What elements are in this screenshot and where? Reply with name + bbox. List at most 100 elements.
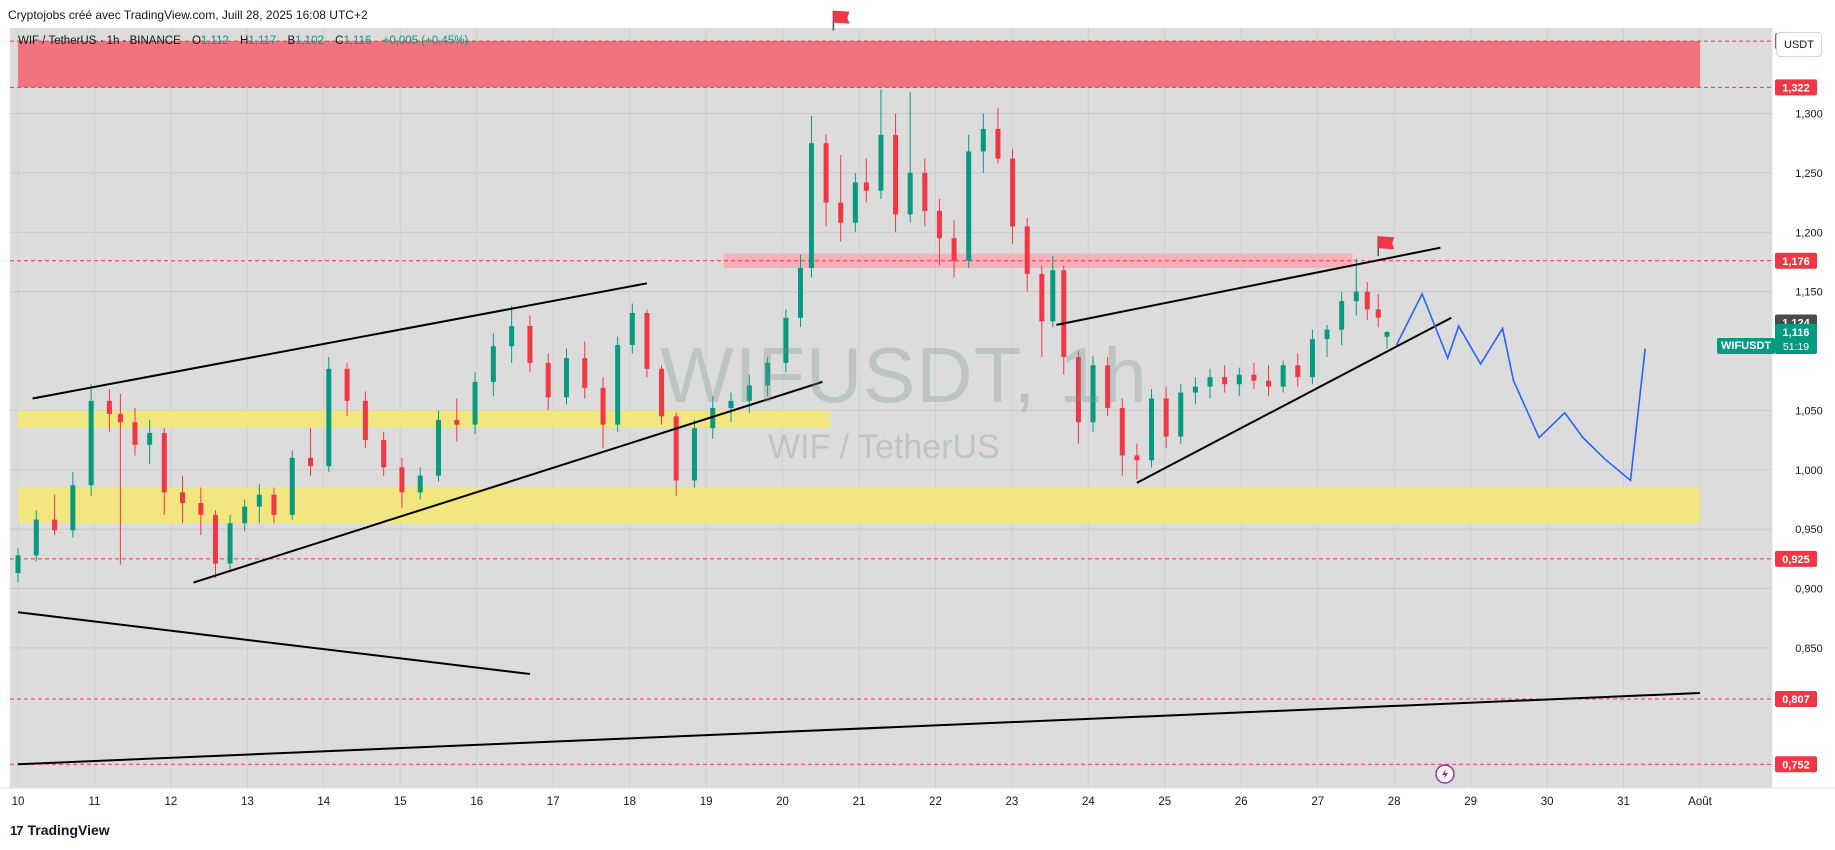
x-tick-label: 10 — [12, 796, 25, 808]
x-tick-label: 14 — [317, 796, 330, 808]
candle-body — [227, 523, 233, 564]
candle-body — [1134, 455, 1140, 461]
candle-body — [381, 440, 387, 468]
ohlc-low: B1,102 — [288, 35, 324, 47]
low-value: 1,102 — [295, 35, 324, 47]
candle-body — [644, 313, 650, 369]
candle-body — [256, 494, 262, 507]
candle-body — [852, 182, 858, 223]
support-zone-lower — [18, 487, 1700, 524]
candle-body — [600, 387, 606, 425]
currency-button[interactable]: USDT — [1776, 32, 1822, 57]
trendline — [1136, 316, 1452, 484]
candle-body — [629, 313, 635, 346]
x-tick-label: 31 — [1617, 796, 1630, 808]
candle-body — [326, 368, 332, 467]
high-value: 1,117 — [248, 35, 277, 47]
candle-body — [242, 506, 248, 524]
watermark-ticker: WIFUSDT, 1h — [660, 331, 1148, 419]
price-level-badge-text: 0,752 — [1782, 759, 1810, 771]
current-price-badge — [1775, 324, 1817, 354]
ohlc-high: H1,117 — [240, 35, 276, 47]
plot-background — [10, 28, 1772, 788]
price-level-badge — [1775, 690, 1817, 707]
candle-body — [878, 134, 884, 191]
candle-body — [808, 143, 814, 268]
attribution-text: Cryptojobs créé avec TradingView.com, Ju… — [8, 8, 368, 22]
y-tick-label: 0,850 — [1795, 643, 1823, 655]
x-tick-label: 17 — [547, 796, 560, 808]
y-tick-label: 1,050 — [1795, 405, 1823, 417]
candle-body — [472, 381, 478, 425]
trendline — [1056, 246, 1441, 326]
price-level-badge-text: 0,925 — [1782, 554, 1810, 566]
x-tick-label: 23 — [1006, 796, 1019, 808]
symbol-name[interactable]: WIF / TetherUS · 1h · BINANCE — [18, 35, 181, 47]
candle-body — [308, 457, 314, 467]
candle-body — [1384, 332, 1390, 337]
candle-body — [691, 428, 697, 481]
price-level-badge-text: 1,176 — [1782, 256, 1810, 268]
x-tick-label: Août — [1688, 796, 1712, 808]
x-tick-label: 22 — [929, 796, 942, 808]
y-tick-label: 0,950 — [1795, 524, 1823, 536]
resistance-zone-top — [18, 41, 1700, 88]
candle-body — [838, 202, 844, 223]
candle-body — [673, 416, 679, 481]
candle-body — [1039, 273, 1045, 322]
candle-body — [936, 210, 942, 239]
candle-body — [615, 345, 621, 425]
candle-body — [1251, 374, 1257, 381]
candle-body — [180, 492, 186, 503]
projection-path — [1395, 292, 1646, 483]
candle-body — [582, 358, 588, 388]
x-tick-label: 26 — [1235, 796, 1248, 808]
candle-body — [132, 422, 138, 445]
candle-body — [1105, 365, 1111, 408]
candle-body — [70, 485, 76, 531]
candle-body — [797, 267, 803, 318]
candle-body — [490, 346, 496, 382]
candle-body — [289, 457, 295, 515]
y-tick-label: 1,000 — [1795, 465, 1823, 477]
candle-body — [1192, 386, 1198, 393]
candle-body — [1178, 392, 1184, 437]
price-change: +0,005 (+0,45%) — [382, 35, 469, 47]
header-bar: Cryptojobs créé avec TradingView.com, Ju… — [0, 0, 1835, 28]
candle-body — [1339, 301, 1345, 330]
price-level-badge-text: 0,807 — [1782, 694, 1810, 706]
candle-body — [1375, 309, 1381, 318]
candle-body — [15, 555, 21, 574]
open-value: 1,112 — [200, 35, 229, 47]
flag-icon — [1377, 236, 1395, 257]
candle-body — [454, 419, 460, 425]
symbol-legend[interactable]: WIF / TetherUS · 1h · BINANCE O1,112 H1,… — [18, 35, 468, 47]
trendline — [32, 282, 648, 400]
candle-body — [966, 151, 972, 261]
support-zone-upper — [18, 410, 830, 427]
candle-body — [198, 503, 204, 515]
candle-body — [1280, 365, 1286, 387]
candle-body — [783, 317, 789, 363]
footer-brand[interactable]: 17 TradingView — [10, 822, 110, 838]
ohlc-close: C1,116 — [335, 35, 371, 47]
candle-body — [1295, 365, 1301, 378]
trendline — [193, 380, 823, 584]
y-tick-label: 1,250 — [1795, 168, 1823, 180]
price-axis-background — [1772, 28, 1835, 788]
candle-body — [362, 400, 368, 441]
candle-body — [728, 400, 734, 408]
candle-body — [907, 172, 913, 215]
candle-body — [147, 432, 153, 445]
candle-body — [659, 368, 665, 417]
x-tick-label: 21 — [853, 796, 866, 808]
x-tick-label: 20 — [776, 796, 789, 808]
x-tick-label: 24 — [1082, 796, 1095, 808]
candle-body — [271, 494, 277, 515]
candle-body — [863, 182, 869, 191]
candle-body — [527, 326, 533, 363]
candle-body — [33, 519, 39, 556]
close-label: C — [335, 35, 344, 47]
candle-body — [922, 172, 928, 211]
